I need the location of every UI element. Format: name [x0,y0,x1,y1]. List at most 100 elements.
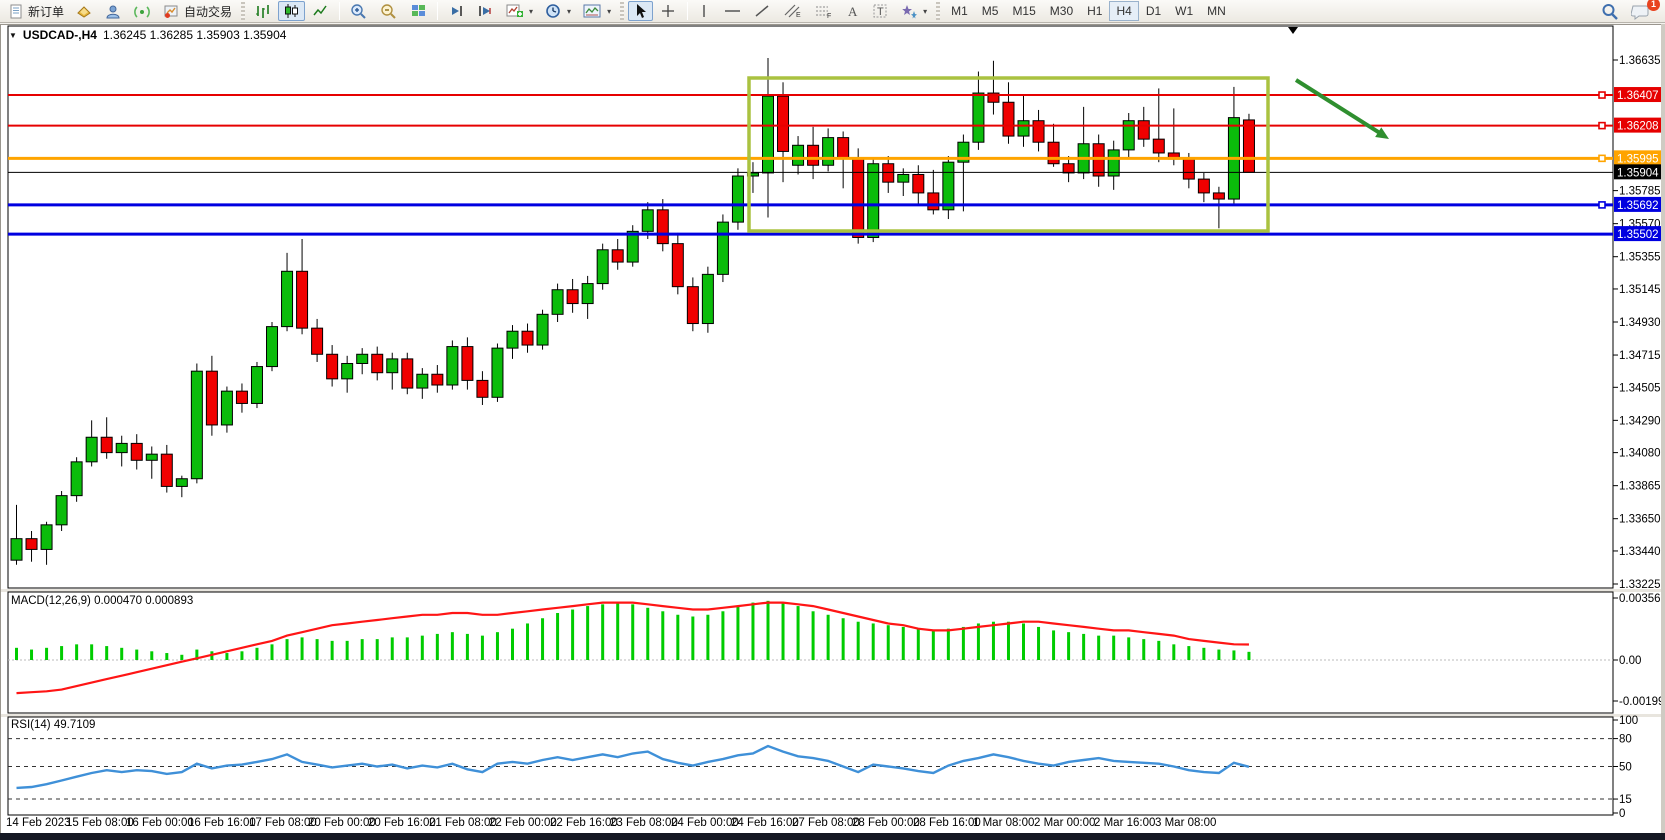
candle-bullish[interactable] [626,230,639,263]
fibonacci-button[interactable]: F [809,1,838,21]
time-axis-label[interactable]: 14 Feb 2023 [6,817,71,829]
time-axis-label[interactable]: 1 Mar 08:00 [973,817,1034,829]
candle-bearish[interactable] [311,327,324,355]
candle-bearish[interactable] [100,436,113,454]
vertical-line-button[interactable] [693,1,716,21]
candle-bullish[interactable] [1107,149,1120,177]
candlestick-chart-button[interactable] [278,1,306,21]
candle-bullish[interactable] [701,273,714,325]
candle-bullish[interactable] [506,330,519,349]
candle-bullish[interactable] [536,313,549,346]
cursor-button[interactable] [628,1,654,21]
candle-bullish[interactable] [281,270,294,328]
candle-bearish[interactable] [656,209,669,245]
candle-bullish[interactable] [792,144,805,166]
text-label-button[interactable]: T [867,1,894,21]
candle-bullish[interactable] [581,283,594,305]
history-center-button[interactable] [100,1,127,21]
new-order-button[interactable]: 新订单 [4,1,69,21]
time-axis-label[interactable]: 15 Feb 08:00 [66,817,134,829]
arrow-annotation[interactable] [1294,78,1385,137]
chart-shift-button[interactable] [472,1,499,21]
candle-bullish[interactable] [55,495,68,526]
candle-bullish[interactable] [40,524,53,550]
main-plot-frame[interactable] [7,25,1614,589]
candle-bearish[interactable] [1092,143,1105,177]
candle-bearish[interactable] [686,286,699,325]
candle-bullish[interactable] [942,161,955,211]
time-axis-label[interactable]: 16 Feb 16:00 [188,817,256,829]
candle-bearish[interactable] [371,353,384,374]
hline-handle[interactable] [1598,201,1606,209]
candle-bearish[interactable] [611,249,624,263]
chart-shift-marker[interactable] [1288,27,1298,34]
chat-button[interactable]: 1 [1626,0,1660,21]
candle-bullish[interactable] [957,141,970,163]
time-axis-label[interactable]: 22 Feb 16:00 [550,817,618,829]
candle-bullish[interactable] [716,221,729,275]
line-chart-button[interactable] [307,1,334,21]
candle-bearish[interactable] [205,370,218,426]
candle-bearish[interactable] [1032,120,1045,143]
candle-bearish[interactable] [1062,163,1075,174]
text-button[interactable]: A [840,1,865,21]
candle-bullish[interactable] [731,175,744,223]
candle-bullish[interactable] [641,209,654,232]
bar-chart-button[interactable] [249,1,276,21]
candle-bullish[interactable] [897,173,910,183]
candle-bearish[interactable] [521,330,534,346]
candle-bullish[interactable] [85,436,98,463]
candle-bullish[interactable] [762,95,774,174]
hline-handle[interactable] [1598,91,1606,99]
timeframe-H1[interactable]: H1 [1087,4,1103,18]
candle-bearish[interactable] [1002,101,1015,137]
indicators-button[interactable]: ▾ [501,1,538,21]
candle-bearish[interactable] [882,163,895,183]
candle-bearish[interactable] [852,157,865,238]
timeframe-M1[interactable]: M1 [951,4,968,18]
candle-bearish[interactable] [25,538,38,550]
time-axis-label[interactable]: 17 Feb 08:00 [249,817,317,829]
candle-bullish[interactable] [551,289,564,315]
timeframe-M5[interactable]: M5 [981,4,999,18]
candle-bullish[interactable] [220,390,233,426]
gold-tool-button[interactable] [71,1,98,21]
shapes-button[interactable]: ▾ [896,1,932,21]
candle-bullish[interactable] [115,442,128,454]
time-axis-label[interactable]: 24 Feb 00:00 [671,817,739,829]
candle-bearish[interactable] [837,137,850,159]
timeframe-W1[interactable]: W1 [1175,4,1194,18]
candle-bearish[interactable] [1047,141,1060,165]
candle-bullish[interactable] [250,366,263,404]
timeframe-M30[interactable]: M30 [1049,4,1074,18]
panel-separator[interactable] [1,714,1662,717]
candle-bearish[interactable] [461,346,474,381]
candle-bullish[interactable] [266,326,279,368]
time-axis-label[interactable]: 28 Feb 00:00 [852,817,920,829]
candle-bullish[interactable] [867,163,880,238]
candle-bullish[interactable] [190,370,203,480]
periods-button[interactable]: ▾ [540,1,576,21]
time-axis-label[interactable]: 27 Feb 08:00 [792,817,860,829]
candle-bullish[interactable] [356,353,369,364]
candle-bearish[interactable] [130,442,143,461]
candle-bearish[interactable] [1212,192,1225,200]
candle-bearish[interactable] [1197,178,1210,194]
tile-windows-button[interactable] [405,1,432,21]
candle-bearish[interactable] [927,192,940,211]
candle-bullish[interactable] [596,249,609,285]
candle-bearish[interactable] [912,173,925,194]
candle-bullish[interactable] [491,347,504,398]
candle-bearish[interactable] [1137,120,1150,140]
autotrade-button[interactable]: 自动交易 [158,1,237,21]
time-axis-label[interactable]: 2 Mar 16:00 [1094,817,1155,829]
time-axis-label[interactable]: 28 Feb 16:00 [913,817,981,829]
time-axis-label[interactable]: 24 Feb 16:00 [731,817,799,829]
timeframe-D1[interactable]: D1 [1145,4,1162,18]
time-axis-label[interactable]: 22 Feb 00:00 [489,817,557,829]
time-axis-label[interactable]: 21 Feb 08:00 [429,817,497,829]
timeframe-M15[interactable]: M15 [1012,4,1036,18]
candle-bearish[interactable] [1242,119,1255,173]
horizontal-line-button[interactable] [718,1,747,21]
candles-layer[interactable] [10,58,1255,565]
